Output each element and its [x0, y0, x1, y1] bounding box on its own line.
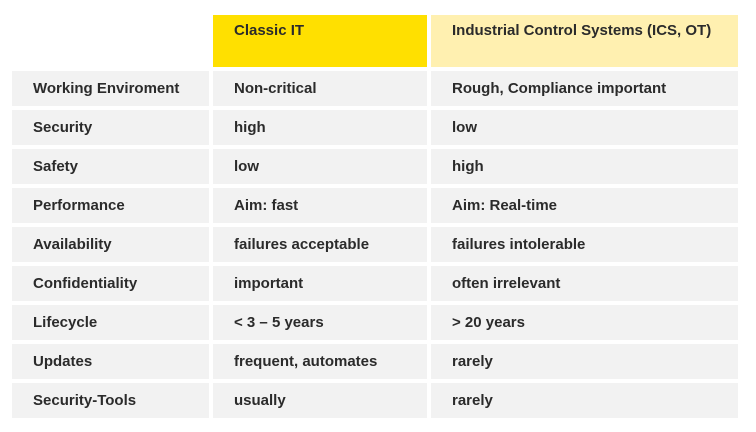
- table-row: Security-Tools usually rarely: [12, 383, 738, 418]
- row-ics-value: rarely: [431, 383, 738, 418]
- table-row: Security high low: [12, 110, 738, 145]
- table-row: Working Enviroment Non-critical Rough, C…: [12, 71, 738, 106]
- row-label: Lifecycle: [12, 305, 209, 340]
- row-it-value: high: [213, 110, 427, 145]
- row-ics-value: > 20 years: [431, 305, 738, 340]
- row-it-value: usually: [213, 383, 427, 418]
- row-label: Confidentiality: [12, 266, 209, 301]
- table-row: Safety low high: [12, 149, 738, 184]
- row-ics-value: failures intolerable: [431, 227, 738, 262]
- row-ics-value: low: [431, 110, 738, 145]
- row-label: Working Enviroment: [12, 71, 209, 106]
- row-it-value: low: [213, 149, 427, 184]
- row-label: Availability: [12, 227, 209, 262]
- table-row: Updates frequent, automates rarely: [12, 344, 738, 379]
- header-blank-cell: [12, 15, 209, 67]
- row-it-value: failures acceptable: [213, 227, 427, 262]
- row-label: Updates: [12, 344, 209, 379]
- row-ics-value: Rough, Compliance important: [431, 71, 738, 106]
- table-row: Availability failures acceptable failure…: [12, 227, 738, 262]
- row-it-value: Aim: fast: [213, 188, 427, 223]
- row-ics-value: rarely: [431, 344, 738, 379]
- table-header-row: Classic IT Industrial Control Systems (I…: [12, 15, 738, 67]
- table-row: Performance Aim: fast Aim: Real-time: [12, 188, 738, 223]
- row-it-value: important: [213, 266, 427, 301]
- row-it-value: frequent, automates: [213, 344, 427, 379]
- row-label: Safety: [12, 149, 209, 184]
- row-ics-value: Aim: Real-time: [431, 188, 738, 223]
- table-row: Lifecycle < 3 – 5 years > 20 years: [12, 305, 738, 340]
- row-label: Security-Tools: [12, 383, 209, 418]
- header-ics: Industrial Control Systems (ICS, OT): [431, 15, 738, 67]
- table-row: Confidentiality important often irreleva…: [12, 266, 738, 301]
- header-classic-it: Classic IT: [213, 15, 427, 67]
- row-it-value: < 3 – 5 years: [213, 305, 427, 340]
- row-label: Security: [12, 110, 209, 145]
- row-label: Performance: [12, 188, 209, 223]
- row-ics-value: high: [431, 149, 738, 184]
- comparison-table: Classic IT Industrial Control Systems (I…: [12, 15, 738, 422]
- row-it-value: Non-critical: [213, 71, 427, 106]
- row-ics-value: often irrelevant: [431, 266, 738, 301]
